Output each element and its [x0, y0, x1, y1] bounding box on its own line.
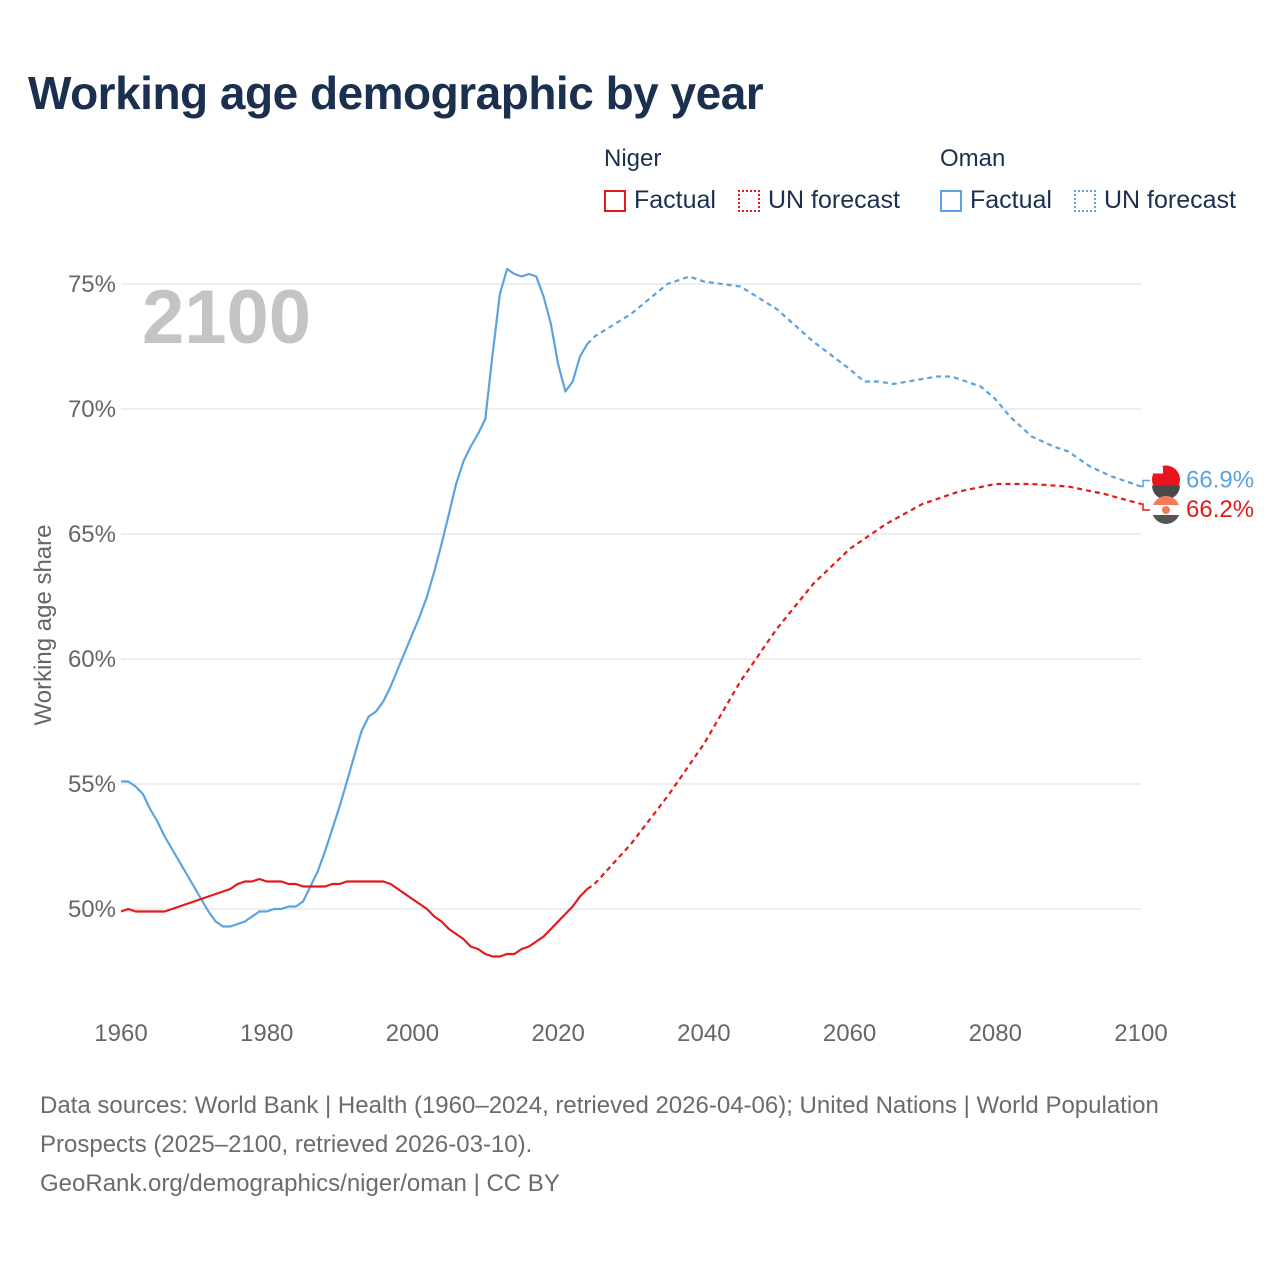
oman-end-connector — [1141, 479, 1150, 488]
oman-flag-icon — [1152, 465, 1181, 500]
y-tick-label: 55% — [68, 771, 116, 798]
niger-factual-line[interactable] — [120, 877, 589, 958]
source-text: Data sources: World Bank | Health (1960–… — [40, 1092, 1159, 1158]
niger-end-connector — [1141, 503, 1150, 511]
niger-forecast-line[interactable] — [586, 482, 1142, 890]
source-link[interactable]: GeoRank.org/demographics/niger/oman | CC… — [40, 1170, 560, 1197]
x-tick-label: 2060 — [823, 1020, 876, 1047]
legend-niger-title: Niger — [604, 145, 662, 172]
x-tick-label: 2100 — [1114, 1020, 1167, 1047]
legend-niger-forecast-label: UN forecast — [768, 186, 900, 214]
legend-niger-factual[interactable]: Factual — [604, 186, 716, 215]
x-tick-label: 1960 — [94, 1020, 147, 1047]
legend-dotted-swatch — [1074, 189, 1096, 212]
legend-oman-title: Oman — [940, 145, 1006, 172]
y-tick-label: 60% — [68, 646, 116, 673]
y-tick-label: 65% — [68, 521, 116, 548]
legend-dotted-swatch — [738, 189, 760, 212]
x-tick-label: 1980 — [240, 1020, 293, 1047]
x-tick-label: 2080 — [969, 1020, 1022, 1047]
y-tick-label: 50% — [68, 896, 116, 923]
x-tick-label: 2000 — [386, 1020, 439, 1047]
chart-title: Working age demographic by year — [28, 67, 764, 119]
line-chart: 2100 50% 55% 60% 65% 70% 75% 1960 1980 2000 2020 2… — [30, 267, 1254, 1047]
oman-end-value: 66.9% — [1186, 467, 1254, 494]
legend-solid-swatch — [940, 189, 962, 212]
oman-forecast-line[interactable] — [586, 275, 1142, 488]
x-tick-label: 2040 — [677, 1020, 730, 1047]
legend-solid-swatch — [604, 189, 626, 212]
legend-oman-factual[interactable]: Factual — [940, 186, 1052, 215]
y-tick-label: 75% — [68, 271, 116, 298]
x-tick-label: 2020 — [531, 1020, 584, 1047]
legend-oman-forecast-label: UN forecast — [1104, 186, 1236, 214]
niger-flag-icon — [1152, 496, 1180, 524]
y-tick-label: 70% — [68, 396, 116, 423]
y-axis-label: Working age share — [30, 525, 57, 726]
oman-factual-line[interactable] — [121, 267, 589, 928]
legend-niger-forecast[interactable]: UN forecast — [738, 186, 900, 215]
legend-oman-factual-label: Factual — [970, 186, 1052, 214]
legend-niger-factual-label: Factual — [634, 186, 716, 214]
year-watermark: 2100 — [142, 275, 311, 360]
niger-end-value: 66.2% — [1186, 496, 1254, 523]
source-note: Data sources: World Bank | Health (1960–… — [40, 1086, 1220, 1203]
legend-oman-forecast[interactable]: UN forecast — [1074, 186, 1236, 215]
